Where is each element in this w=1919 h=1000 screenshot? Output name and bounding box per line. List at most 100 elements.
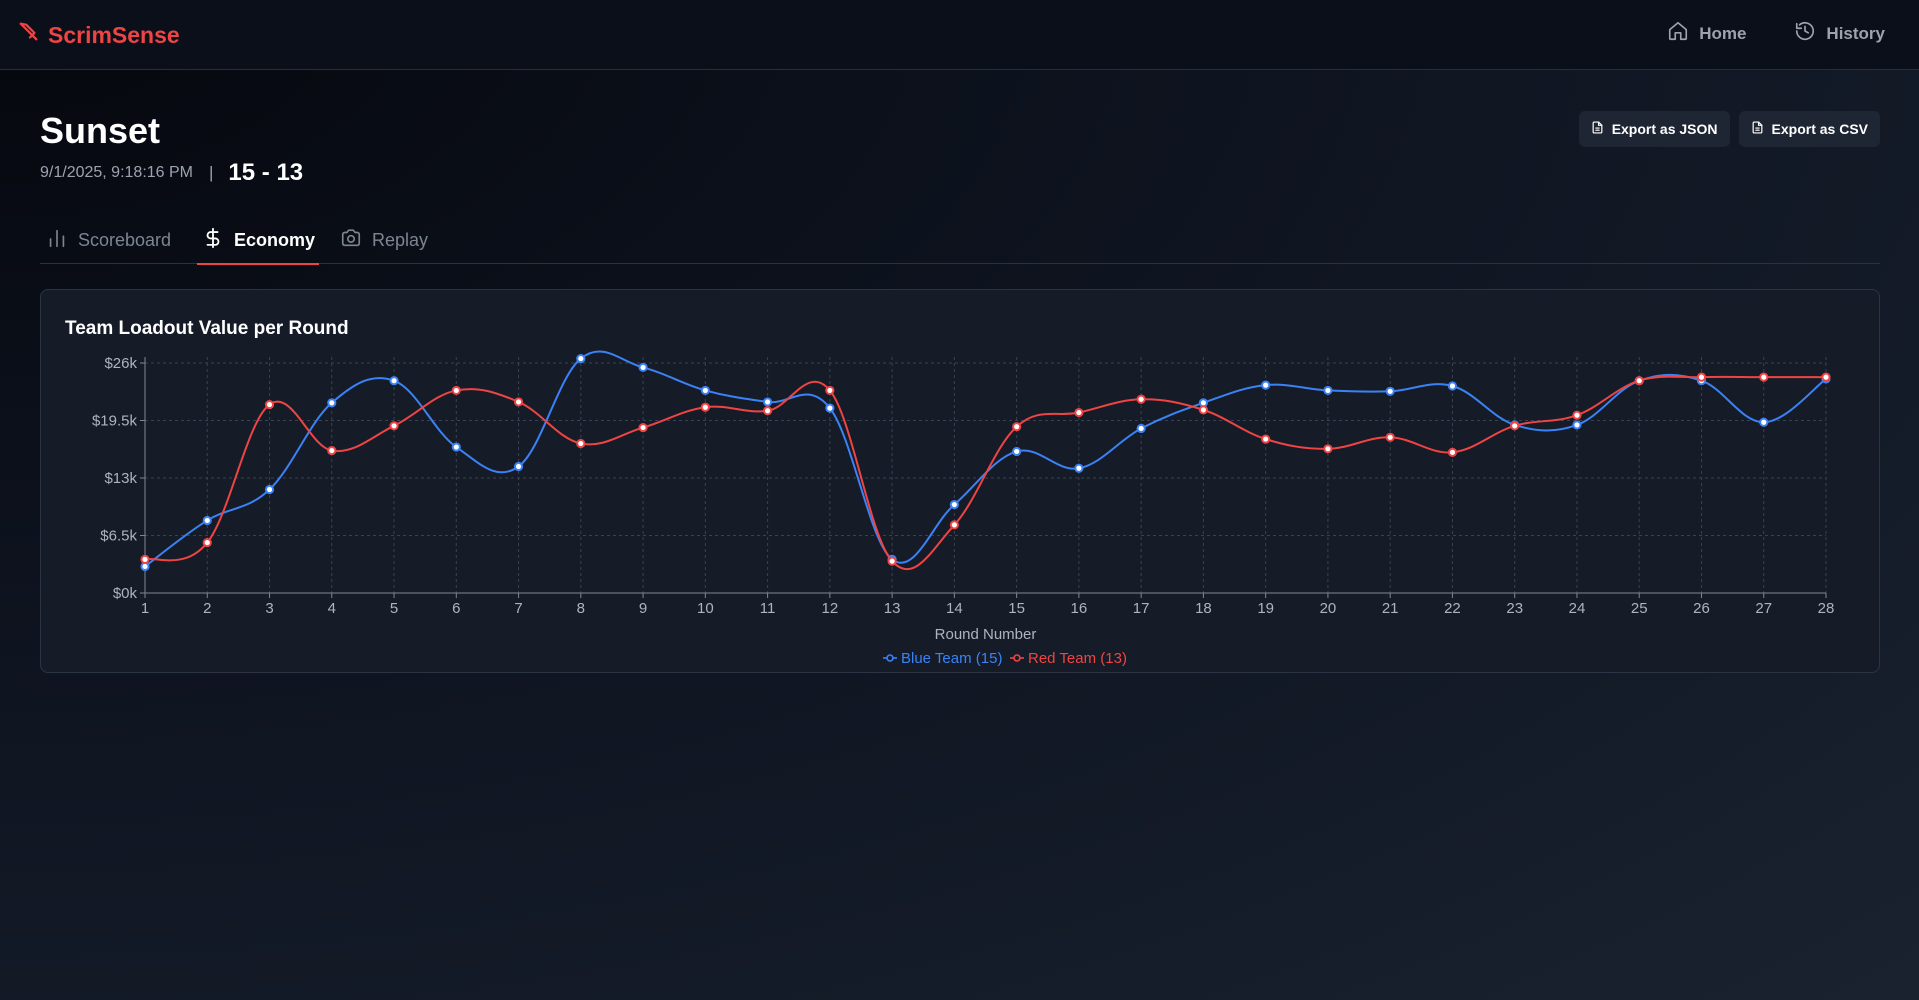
red-team-point — [1012, 422, 1022, 432]
red-team-point — [1821, 372, 1831, 382]
tab-economy[interactable]: Economy — [197, 216, 320, 265]
blue-team-point — [949, 499, 959, 510]
blue-team-point — [451, 442, 461, 452]
red-team-point — [700, 402, 710, 412]
blue-team-point — [700, 385, 710, 396]
export-csv-label: Export as CSV — [1771, 121, 1868, 137]
blue-team-point — [576, 353, 586, 364]
x-tick-label: 22 — [1444, 600, 1461, 617]
blue-team-point — [389, 376, 399, 386]
blue-team-point — [1759, 417, 1769, 427]
top-bar: ScrimSense Home History — [0, 0, 1919, 70]
blue-team-point — [1447, 381, 1458, 391]
nav-history[interactable]: History — [1794, 20, 1885, 47]
x-tick-label: 26 — [1693, 600, 1710, 617]
blue-team-point — [638, 362, 648, 373]
red-team-point — [1323, 444, 1333, 454]
y-tick-label: $19.5k — [92, 413, 138, 430]
y-tick-label: $6.5k — [100, 528, 137, 545]
red-team-point — [1634, 376, 1644, 386]
red-team-point — [825, 385, 835, 396]
history-icon — [1794, 20, 1816, 47]
nav-home-label: Home — [1699, 23, 1747, 43]
blue-team-point — [762, 397, 773, 407]
red-team-point — [1447, 447, 1458, 457]
legend-blue-team-label: Blue Team (15) — [901, 650, 1002, 667]
red-team-point — [576, 438, 586, 449]
brand-name: ScrimSense — [48, 21, 180, 48]
x-tick-label: 8 — [577, 600, 585, 617]
page-title: Sunset — [40, 110, 161, 151]
x-tick-label: 6 — [452, 600, 460, 617]
x-tick-label: 19 — [1257, 600, 1274, 617]
x-tick-label: 2 — [203, 600, 211, 617]
economy-chart-card: Team Loadout Value per Round $0k $6.5k $13… — [40, 289, 1880, 673]
tab-replay[interactable]: Replay — [340, 216, 428, 264]
export-json-button[interactable]: Export as JSON — [1578, 111, 1730, 147]
tab-economy-label: Economy — [234, 229, 316, 250]
tab-bar: Scoreboard Economy Replay — [40, 216, 1880, 265]
red-team-point — [949, 520, 959, 530]
export-csv-button[interactable]: Export as CSV — [1738, 111, 1880, 147]
blue-team-point — [513, 461, 524, 472]
export-actions: Export as JSON Export as CSV — [1578, 111, 1880, 147]
export-json-label: Export as JSON — [1611, 121, 1718, 137]
x-tick-label: 10 — [697, 600, 714, 617]
red-team-point — [327, 445, 337, 456]
red-team-point — [762, 406, 773, 416]
match-datetime: 9/1/2025, 9:18:16 PM — [40, 164, 193, 181]
x-tick-label: 28 — [1818, 600, 1835, 617]
x-tick-label: 12 — [822, 600, 839, 617]
x-tick-label: 7 — [514, 600, 522, 617]
red-team-point — [1759, 372, 1769, 382]
x-tick-label: 27 — [1755, 600, 1772, 617]
x-tick-label: 15 — [1008, 600, 1025, 617]
red-team-point — [1510, 421, 1520, 431]
y-tick-label: $0k — [113, 585, 138, 602]
blue-team-point — [1012, 446, 1022, 457]
red-team-point — [451, 385, 461, 396]
red-team-point — [1385, 432, 1395, 442]
match-meta: 9/1/2025, 9:18:16 PM | 15 - 13 — [40, 158, 303, 188]
blue-team-point — [1572, 420, 1582, 430]
file-icon — [1751, 121, 1764, 137]
brand-logo[interactable]: ScrimSense — [18, 19, 180, 51]
blue-team-point — [1261, 380, 1271, 390]
blue-team-point — [1074, 463, 1084, 473]
nav-home[interactable]: Home — [1667, 20, 1746, 47]
red-team-line — [144, 375, 1826, 570]
home-icon — [1667, 20, 1689, 47]
x-tick-label: 20 — [1320, 600, 1337, 617]
legend-red-team-label: Red Team (13) — [1028, 650, 1127, 667]
red-team-point — [202, 537, 212, 548]
dollar-icon — [202, 227, 224, 254]
y-tick-label: $26k — [104, 355, 137, 372]
x-tick-label: 25 — [1631, 600, 1648, 617]
tab-scoreboard[interactable]: Scoreboard — [46, 216, 171, 264]
red-team-point — [1136, 394, 1146, 404]
bar-chart-icon — [46, 227, 68, 254]
camera-icon — [340, 227, 362, 254]
blue-team-point — [1136, 423, 1146, 434]
red-team-point — [389, 421, 399, 431]
x-tick-label: 23 — [1506, 600, 1523, 617]
red-team-point — [1261, 434, 1271, 444]
red-team-point — [638, 422, 648, 433]
blue-team-point — [202, 515, 212, 526]
tab-replay-label: Replay — [372, 229, 429, 250]
red-team-point — [513, 397, 524, 407]
x-tick-label: 4 — [328, 600, 336, 617]
y-tick-label: $13k — [104, 470, 137, 487]
x-tick-label: 21 — [1382, 600, 1399, 617]
x-tick-label: 17 — [1133, 600, 1150, 617]
blue-team-point — [1323, 385, 1333, 396]
sword-icon — [18, 21, 40, 49]
file-icon — [1591, 121, 1604, 137]
x-tick-label: 5 — [390, 600, 398, 617]
red-team-point — [1572, 410, 1582, 420]
blue-team-point — [264, 484, 275, 495]
x-tick-label: 13 — [884, 600, 901, 617]
red-team-point — [1198, 405, 1209, 415]
legend-red-team-marker — [1013, 654, 1021, 662]
